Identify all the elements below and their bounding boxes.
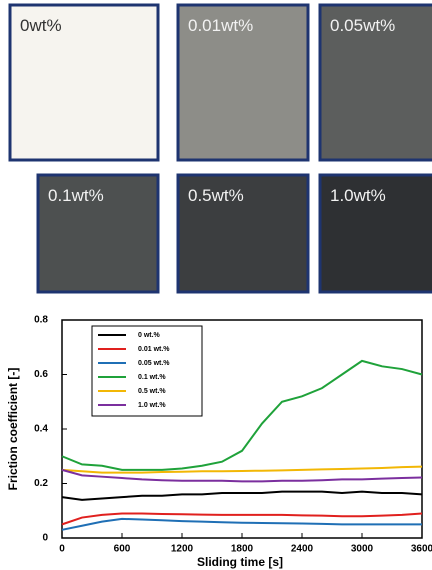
sample-label: 0.05wt% bbox=[330, 16, 395, 35]
legend-label: 0.1 wt.% bbox=[138, 374, 166, 381]
x-axis-label: Sliding time [s] bbox=[197, 555, 283, 569]
series-line bbox=[61, 490, 423, 501]
series-line bbox=[61, 465, 423, 474]
sample-photo bbox=[36, 173, 160, 294]
y-tick-label: 0.2 bbox=[34, 478, 48, 489]
legend-label: 1.0 wt.% bbox=[138, 402, 166, 409]
sample-label: 1.0wt% bbox=[330, 186, 386, 205]
series-line bbox=[61, 517, 422, 531]
y-tick-label: 0.8 bbox=[34, 315, 48, 326]
legend-label: 0 wt.% bbox=[138, 332, 161, 339]
x-tick-label: 1800 bbox=[231, 544, 254, 555]
series-line bbox=[61, 359, 423, 471]
legend-box bbox=[91, 325, 203, 417]
sample-photo bbox=[176, 3, 310, 162]
sample-label: 0.5wt% bbox=[188, 186, 244, 205]
legend-label: 0.05 wt.% bbox=[138, 360, 170, 367]
y-tick-label: 0 bbox=[42, 533, 48, 544]
x-tick-label: 0 bbox=[59, 544, 65, 555]
x-tick-label: 2400 bbox=[291, 544, 314, 555]
sample-photo bbox=[318, 173, 432, 294]
x-tick-label: 1200 bbox=[171, 544, 194, 555]
legend-label: 0.01 wt.% bbox=[138, 346, 170, 353]
y-axis-label: Friction coefficient [-] bbox=[6, 368, 20, 491]
x-tick-label: 600 bbox=[114, 544, 131, 555]
series-line bbox=[61, 512, 423, 526]
y-tick-label: 0.4 bbox=[34, 424, 48, 435]
series-line bbox=[61, 468, 423, 483]
sample-label: 0.01wt% bbox=[188, 16, 253, 35]
sample-label: 0wt% bbox=[20, 16, 62, 35]
sample-photo bbox=[8, 3, 160, 162]
sample-label: 0.1wt% bbox=[48, 186, 104, 205]
y-tick-label: 0.6 bbox=[34, 369, 48, 380]
x-tick-label: 3000 bbox=[351, 544, 374, 555]
sample-photo bbox=[176, 173, 310, 294]
x-tick-label: 3600 bbox=[411, 544, 432, 555]
legend-label: 0.5 wt.% bbox=[138, 388, 166, 395]
sample-photo bbox=[318, 3, 432, 162]
